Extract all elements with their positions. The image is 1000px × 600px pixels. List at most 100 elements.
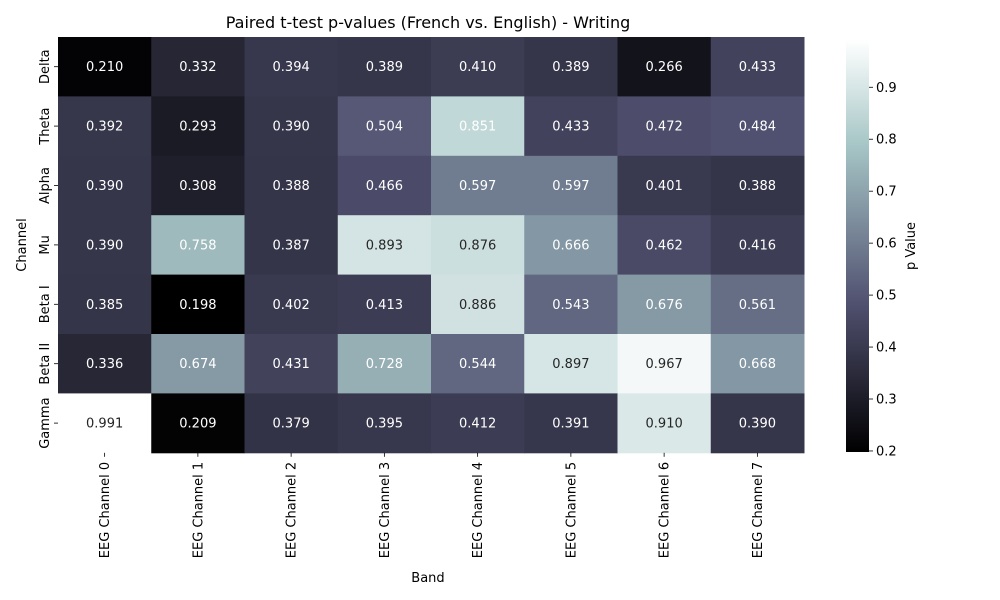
cell-value-label: 0.392 [86,120,123,135]
cell-value-label: 0.728 [366,357,403,372]
y-axis-label: Channel [15,218,30,271]
y-tick-label: Beta I [38,285,53,323]
cell-value-label: 0.395 [366,417,403,432]
heatmap-cell [58,155,152,216]
cell-value-label: 0.431 [273,357,310,372]
x-tick-label: EEG Channel 6 [658,462,673,558]
heatmap-cell [151,274,245,335]
heatmap-cell [244,37,339,97]
heatmap-cell [524,334,618,394]
heatmap-cell [524,37,618,97]
cell-value-label: 0.544 [459,357,496,372]
cell-value-label: 0.293 [179,120,216,135]
cell-value-label: 0.388 [273,179,310,194]
chart-title: Paired t-test p-values (French vs. Engli… [226,13,631,32]
cell-value-label: 0.394 [273,60,310,75]
heatmap-cell [58,393,152,454]
heatmap-cell [151,37,245,97]
heatmap-cell [244,96,339,157]
x-tick-label: EEG Channel 3 [378,462,393,558]
cell-value-label: 0.412 [459,417,496,432]
heatmap-cell [431,274,525,335]
cell-value-label: 0.897 [552,357,589,372]
heatmap-cell [617,37,712,97]
heatmap-cell [524,393,618,454]
cell-value-label: 0.385 [86,298,123,313]
cell-value-label: 0.390 [86,238,123,253]
heatmap-cell [151,215,245,276]
cell-value-label: 0.389 [552,60,589,75]
heatmap-cell [337,37,432,97]
heatmap-cell [151,155,245,216]
x-tick-label: EEG Channel 4 [471,462,486,558]
cell-value-label: 0.851 [459,120,496,135]
heatmap-cell [151,96,245,157]
cell-value-label: 0.967 [646,357,683,372]
colorbar-tick-label: 0.6 [876,237,897,252]
colorbar-tick-label: 0.8 [876,133,897,148]
heatmap-cell [337,96,432,157]
heatmap-cell [524,96,618,157]
heatmap-cell [58,274,152,335]
cell-value-label: 0.209 [179,417,216,432]
cell-value-label: 0.597 [552,179,589,194]
cell-value-label: 0.401 [646,179,683,194]
cell-value-label: 0.504 [366,120,403,135]
heatmap-cell [524,274,618,335]
cell-value-label: 0.410 [459,60,496,75]
cell-value-label: 0.402 [273,298,310,313]
cell-value-label: 0.387 [273,238,310,253]
cell-value-label: 0.876 [459,238,496,253]
colorbar [846,40,869,452]
cell-value-label: 0.668 [739,357,776,372]
heatmap-cell [431,215,525,276]
cell-value-label: 0.893 [366,238,403,253]
colorbar-tick-label: 0.4 [876,341,897,356]
y-tick-label: Gamma [38,397,53,448]
y-tick-label: Mu [38,235,53,254]
cell-value-label: 0.666 [552,238,589,253]
cell-value-label: 0.336 [86,357,123,372]
heatmap-cell [617,393,712,454]
cell-value-label: 0.886 [459,298,496,313]
cell-value-label: 0.390 [273,120,310,135]
heatmap-cell [58,215,152,276]
heatmap-cell [710,215,805,276]
colorbar-tick-label: 0.2 [876,444,897,459]
cell-value-label: 0.758 [179,238,216,253]
cell-value-label: 0.466 [366,179,403,194]
y-tick-label: Theta [38,107,53,145]
x-tick-label: EEG Channel 5 [564,462,579,558]
colorbar-axis: 0.2 0.3 0.4 0.5 0.6 0.7 0.8 0.9 [869,81,897,459]
heatmap-cell [58,96,152,157]
colorbar-tick-label: 0.7 [876,185,897,200]
heatmap-cell [244,393,339,454]
cell-value-label: 0.308 [179,179,216,194]
y-tick-label: Alpha [38,167,53,204]
cell-value-label: 0.472 [646,120,683,135]
heatmap-cell [617,215,712,276]
y-tick-label: Beta II [38,343,53,385]
colorbar-label: p Value [904,222,919,270]
cell-value-label: 0.597 [459,179,496,194]
heatmap-cell [617,155,712,216]
x-axis-label: Band [411,571,444,586]
x-tick-label: EEG Channel 2 [285,462,300,558]
heatmap-cell [337,215,432,276]
heatmap-cell [617,274,712,335]
heatmap-cell [151,393,245,454]
y-axis: Delta Theta Alpha Mu Beta I Beta II Gamma [38,49,58,449]
heatmap-cell [337,393,432,454]
cell-value-label: 0.561 [739,298,776,313]
cell-value-label: 0.379 [273,417,310,432]
cell-value-label: 0.198 [179,298,216,313]
cell-value-label: 0.210 [86,60,123,75]
heatmap-cell [431,334,525,394]
heatmap-cell [710,334,805,394]
colorbar-tick-label: 0.5 [876,289,897,304]
cell-value-label: 0.910 [646,417,683,432]
heatmap-cells [58,37,805,454]
cell-value-label: 0.391 [552,417,589,432]
cell-annotations: 0.210 0.332 0.394 0.389 0.410 0.389 0.266 0.433… [86,60,776,431]
